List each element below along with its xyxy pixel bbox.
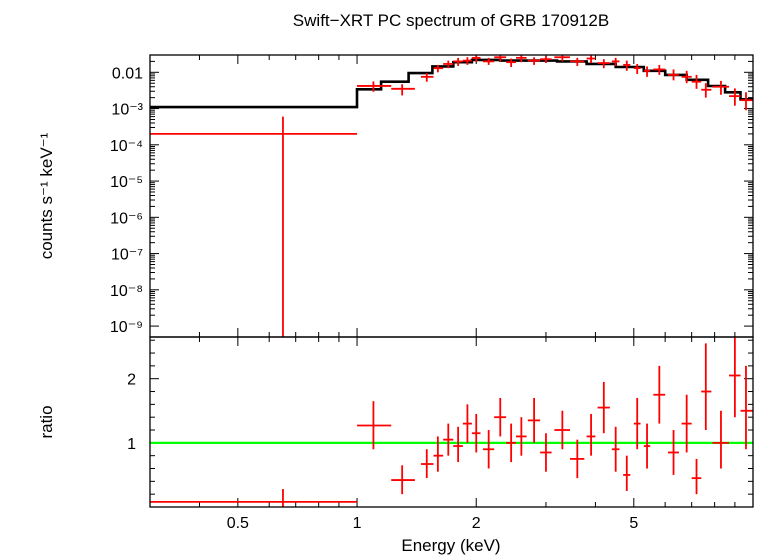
data-point xyxy=(150,116,358,337)
data-point xyxy=(554,55,570,62)
data-point xyxy=(420,73,434,82)
y-tick-label: 10⁻⁹ xyxy=(110,319,143,336)
y-tick-label: 1 xyxy=(127,436,136,453)
data-point xyxy=(623,455,631,491)
spectrum-data-series xyxy=(150,55,753,337)
data-point xyxy=(667,69,679,81)
y-tick-label: 10⁻⁶ xyxy=(110,210,143,227)
data-point xyxy=(150,489,358,507)
data-point xyxy=(420,449,434,479)
y-tick-label: 0.01 xyxy=(112,65,143,82)
data-point xyxy=(443,423,454,456)
data-point xyxy=(471,55,481,63)
data-point xyxy=(453,426,463,463)
data-point xyxy=(611,57,620,66)
spectrum-ticks: 10⁻⁹ 10⁻⁸ 10⁻⁷ 10⁻⁶ 10⁻⁵ 10⁻⁴ 10⁻³ 0.01 xyxy=(110,55,754,337)
data-point xyxy=(494,55,507,62)
y-tick-label: 10⁻⁴ xyxy=(110,138,143,155)
data-point xyxy=(633,397,641,450)
x-tick-label: 5 xyxy=(629,515,638,532)
data-point xyxy=(633,63,641,74)
data-point xyxy=(681,70,692,84)
data-point xyxy=(623,60,631,71)
x-tick-label: 0.5 xyxy=(227,515,249,532)
y-tick-label: 10⁻⁸ xyxy=(110,283,143,300)
model-curve xyxy=(150,58,753,109)
data-point xyxy=(433,64,444,73)
data-point xyxy=(701,83,712,98)
data-point xyxy=(740,92,753,111)
data-point xyxy=(527,57,541,65)
data-point xyxy=(515,417,527,456)
data-point xyxy=(506,58,516,68)
data-point xyxy=(653,365,666,424)
data-point xyxy=(597,381,610,434)
y-tick-label: 2 xyxy=(127,372,136,389)
data-point xyxy=(443,60,454,69)
data-point xyxy=(540,433,552,472)
data-point xyxy=(471,413,481,453)
ratio-y-axis-label: ratio xyxy=(37,405,56,438)
data-point xyxy=(729,337,741,418)
data-point xyxy=(462,404,472,443)
ratio-data-series xyxy=(150,337,753,507)
ratio-frame xyxy=(149,336,754,508)
data-point xyxy=(681,394,692,453)
data-point xyxy=(482,430,495,469)
data-point xyxy=(611,426,620,472)
x-tick-labels: 0.5 1 2 5 xyxy=(227,515,639,532)
data-point xyxy=(586,413,596,456)
spectrum-frame xyxy=(149,54,754,338)
data-point xyxy=(569,439,585,479)
data-point xyxy=(712,80,730,95)
data-point xyxy=(462,57,472,65)
spectrum-y-axis-label: counts s⁻¹ keV⁻¹ xyxy=(37,132,56,259)
data-point xyxy=(433,436,444,472)
data-point xyxy=(569,57,585,66)
spectrum-panel: 10⁻⁹ 10⁻⁸ 10⁻⁷ 10⁻⁶ 10⁻⁵ 10⁻⁴ 10⁻³ 0.01 counts … xyxy=(37,54,754,338)
y-tick-label: 10⁻⁷ xyxy=(111,247,143,264)
model-step-line xyxy=(150,58,753,109)
data-point xyxy=(357,401,392,450)
data-point xyxy=(391,84,415,96)
data-point xyxy=(453,57,463,66)
data-point xyxy=(527,397,541,443)
data-point xyxy=(701,343,712,431)
data-point xyxy=(482,57,495,65)
data-point xyxy=(653,64,666,75)
y-tick-label: 10⁻⁵ xyxy=(110,174,143,191)
data-point xyxy=(506,423,516,463)
data-point xyxy=(691,458,702,495)
data-point xyxy=(391,465,415,495)
y-tick-label: 10⁻³ xyxy=(111,102,143,119)
data-point xyxy=(586,55,596,64)
x-axis-label: Energy (keV) xyxy=(401,536,500,555)
data-point xyxy=(729,88,741,106)
data-point xyxy=(554,410,570,450)
data-point xyxy=(597,59,610,69)
chart-title: Swift−XRT PC spectrum of GRB 170912B xyxy=(293,11,609,30)
data-point xyxy=(540,56,552,64)
data-point xyxy=(643,423,651,469)
data-point xyxy=(515,55,527,63)
data-point xyxy=(494,397,507,437)
data-point xyxy=(643,66,651,77)
data-point xyxy=(712,410,730,469)
data-point xyxy=(691,74,702,89)
data-point xyxy=(667,430,679,475)
x-tick-label: 1 xyxy=(353,515,362,532)
ratio-panel: 1 2 ratio xyxy=(37,336,754,508)
data-point xyxy=(740,365,753,450)
data-point xyxy=(357,81,392,92)
x-tick-label: 2 xyxy=(472,515,481,532)
